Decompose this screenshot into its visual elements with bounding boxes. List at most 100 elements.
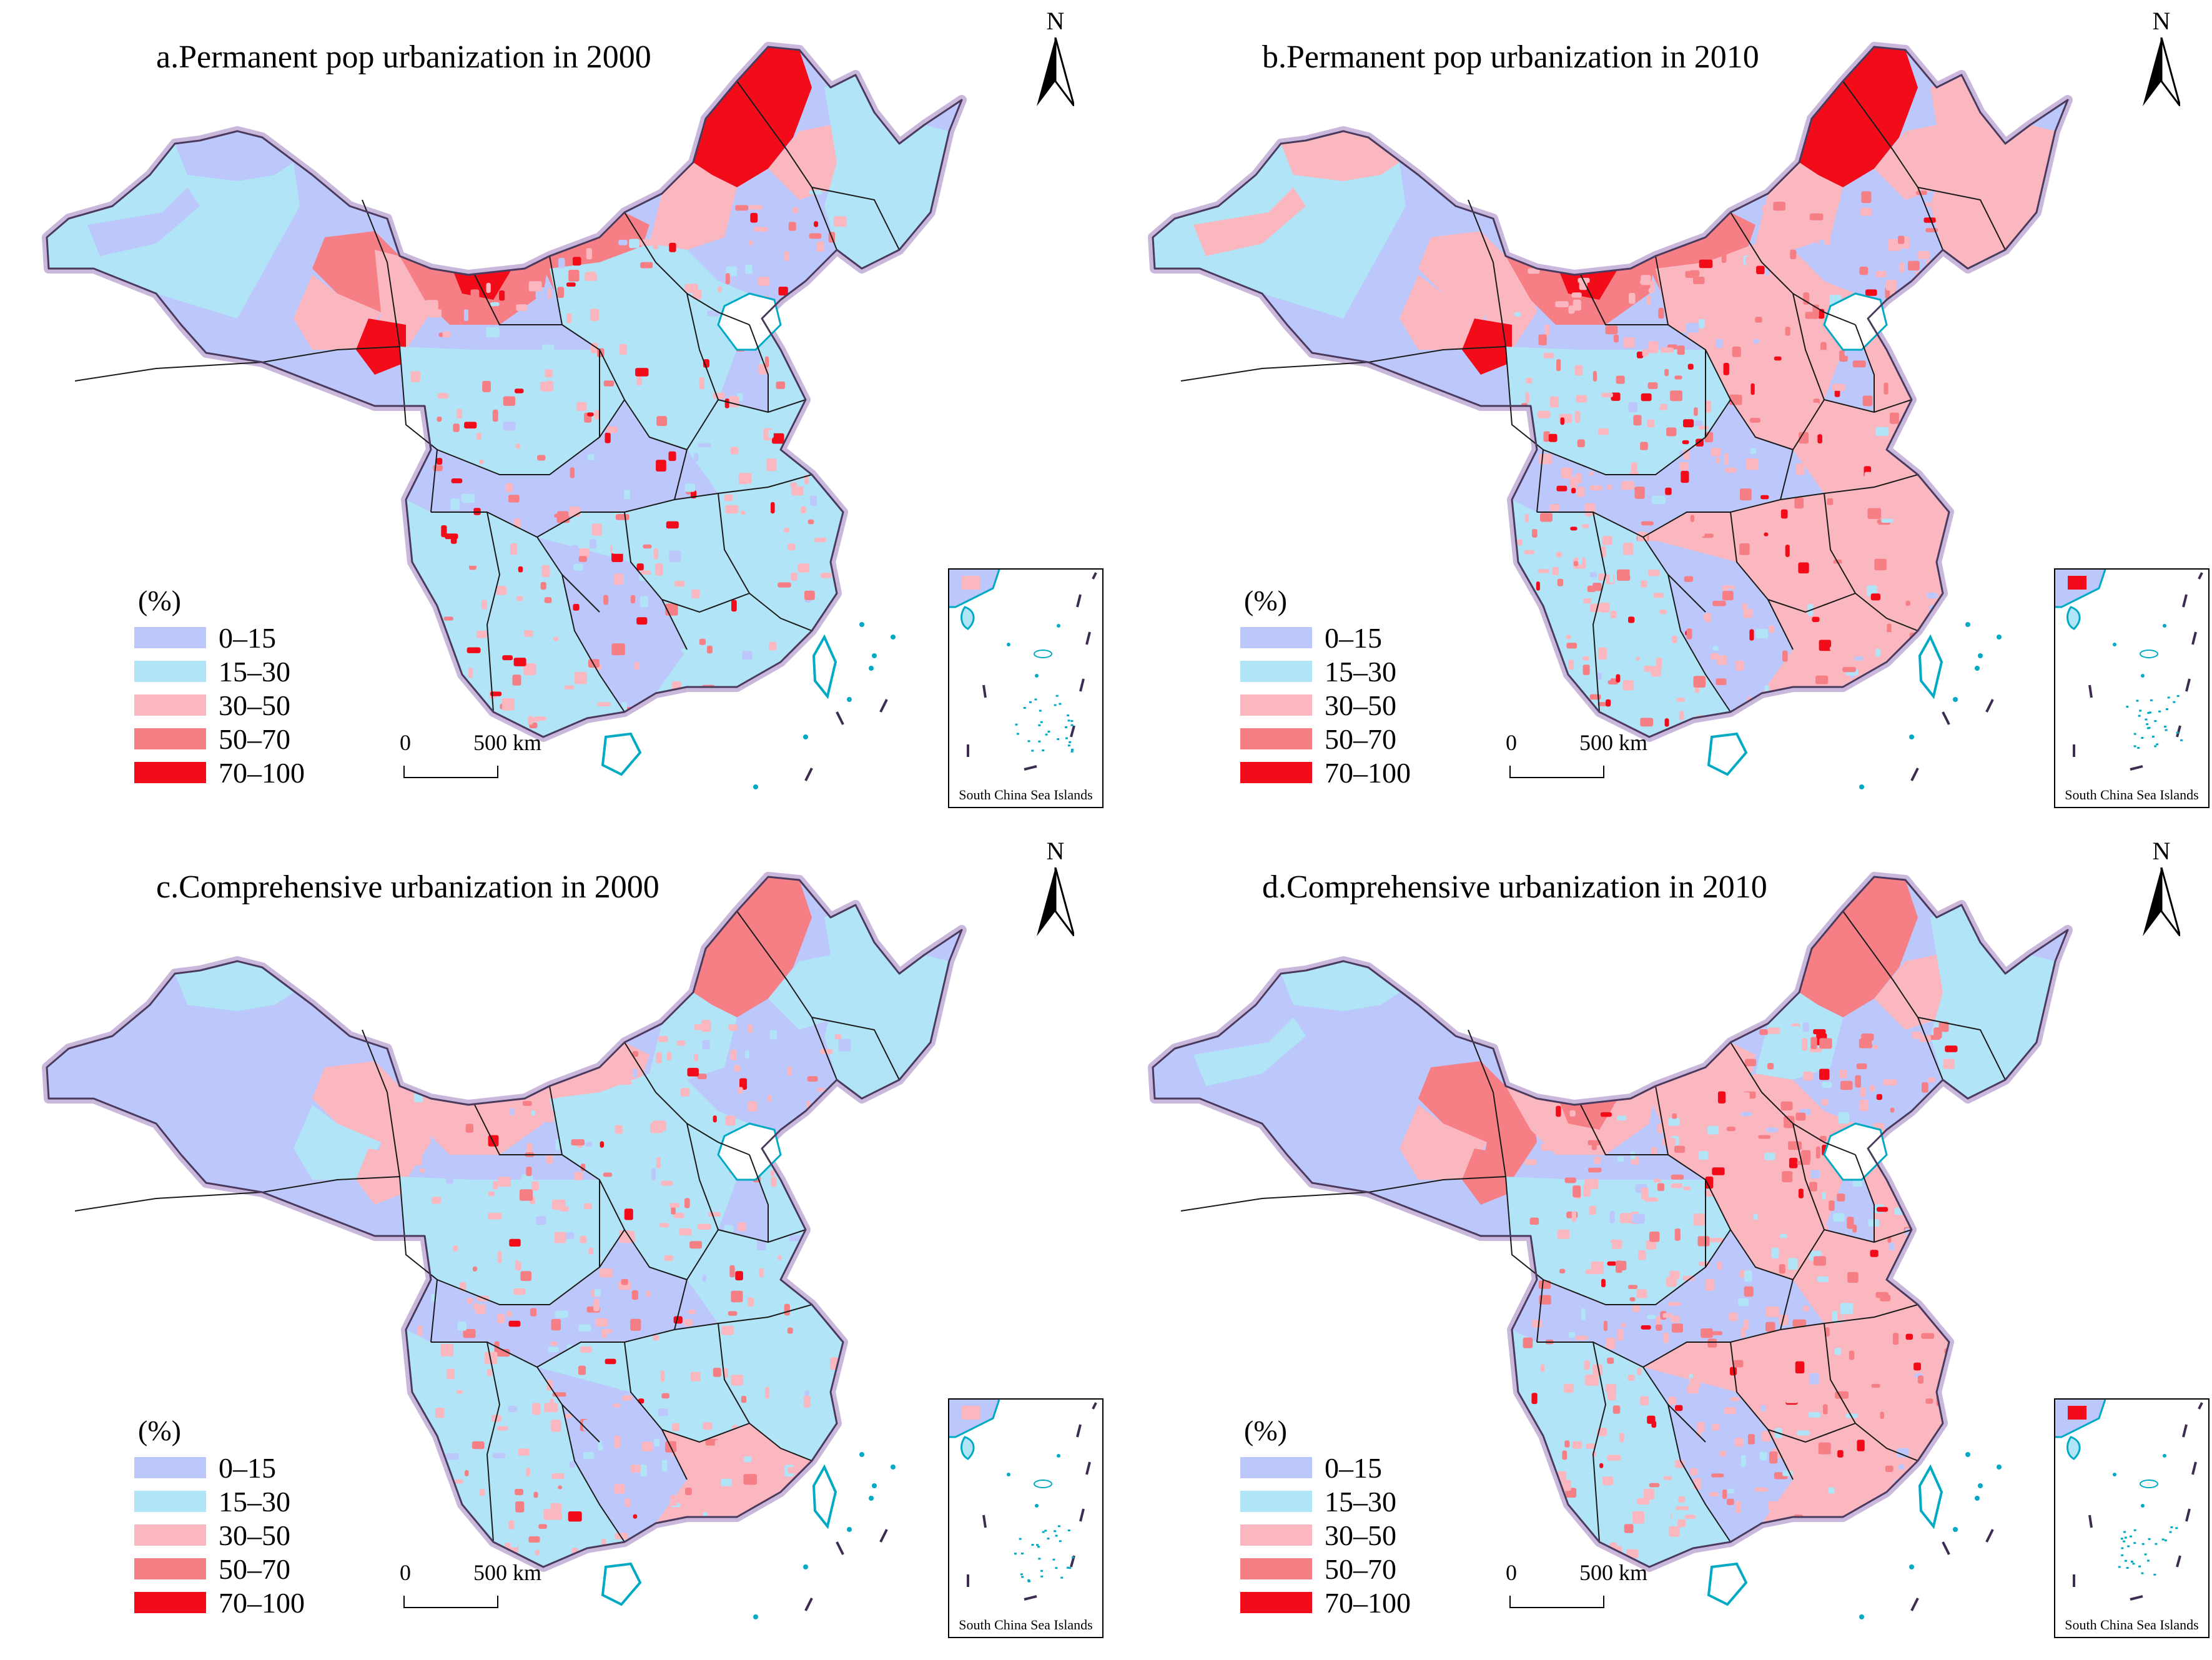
county-cell <box>1864 1490 1872 1498</box>
county-cell <box>1730 1397 1740 1401</box>
county-cell <box>1611 392 1621 401</box>
inset-land-patch <box>2068 576 2086 590</box>
county-cell <box>1890 1107 1895 1113</box>
county-cell <box>1617 1115 1627 1121</box>
county-cell <box>783 527 789 533</box>
county-cell <box>1765 268 1770 276</box>
county-cell <box>1668 1396 1677 1405</box>
inset-island <box>2140 650 2158 658</box>
county-cell <box>1592 1364 1603 1376</box>
county-cell <box>1755 430 1767 439</box>
county-cell <box>1592 371 1597 382</box>
county-cell <box>1631 462 1637 474</box>
inset-reef <box>2121 1554 2124 1556</box>
legend-row: 30–50 <box>134 688 305 722</box>
county-cell <box>493 1180 498 1190</box>
province-boundary <box>1767 1423 1856 1443</box>
panel-c: c.Comprehensive urbanization in 2000 N (… <box>0 830 1106 1660</box>
county-cell <box>1814 1384 1828 1396</box>
county-cell <box>1798 562 1809 574</box>
nine-dash-segment <box>836 1541 844 1555</box>
north-label: N <box>2152 7 2171 35</box>
region-fill <box>1643 1323 1855 1442</box>
county-cell <box>548 1346 559 1353</box>
county-cell <box>1775 1224 1785 1230</box>
county-cell <box>1840 1346 1852 1353</box>
county-cell <box>804 1390 809 1396</box>
county-cell <box>488 1135 499 1147</box>
inset-dash <box>2191 1461 2197 1475</box>
county-cell <box>1651 1147 1657 1156</box>
county-cell <box>1779 584 1790 595</box>
county-cell <box>1543 431 1550 442</box>
region-fill <box>1930 75 2055 269</box>
county-cell <box>1583 1185 1591 1197</box>
county-cell <box>1869 1085 1875 1092</box>
county-cell <box>1613 334 1619 343</box>
county-cell <box>1603 1320 1608 1331</box>
region-fill <box>1162 1192 1212 1242</box>
county-cell <box>1601 546 1606 558</box>
county-cell <box>573 257 581 266</box>
inset-reef <box>1045 733 1048 736</box>
inset-reef <box>2141 674 2145 678</box>
county-cell <box>450 1116 461 1121</box>
china-map <box>1148 872 2073 1619</box>
legend-label: 15–30 <box>1325 655 1396 688</box>
inset-coast <box>2055 570 2106 608</box>
county-cell <box>1570 477 1578 489</box>
county-cell <box>568 1511 582 1522</box>
legend-swatch <box>134 694 206 716</box>
county-cell <box>602 1080 613 1089</box>
legend-row: 50–70 <box>134 1552 305 1586</box>
inset-reef <box>2130 1561 2133 1563</box>
county-cell <box>590 539 596 549</box>
county-cell <box>544 597 552 603</box>
county-cell <box>1668 1117 1680 1126</box>
province-boundary <box>811 187 900 250</box>
county-cell <box>643 544 652 549</box>
inset-dash <box>2198 572 2203 580</box>
inset-reef <box>2170 1526 2173 1528</box>
county-cell <box>730 1049 737 1060</box>
county-cell <box>1679 711 1684 721</box>
county-cell <box>1799 261 1808 274</box>
county-cell <box>658 1035 669 1042</box>
county-cell <box>1745 1248 1759 1255</box>
inset-dash <box>2198 1402 2203 1410</box>
county-cell <box>1908 260 1920 271</box>
county-cell <box>613 573 624 585</box>
county-cell <box>518 1448 530 1456</box>
small-island <box>1965 622 1970 627</box>
county-cell <box>1666 427 1677 437</box>
county-cell <box>568 270 580 282</box>
county-cell <box>1821 1507 1832 1517</box>
county-cell <box>1738 1298 1749 1307</box>
county-cell <box>476 630 487 638</box>
county-cell <box>1649 535 1659 541</box>
county-cell <box>1617 569 1631 581</box>
county-cell <box>729 396 739 408</box>
county-cell <box>1675 1460 1685 1468</box>
inset-reef <box>1059 1540 1062 1543</box>
legend-swatch <box>1240 728 1312 749</box>
county-cell <box>1589 485 1603 491</box>
county-cell <box>1733 1360 1744 1368</box>
inset-reef <box>2144 1553 2147 1556</box>
county-cell <box>1651 495 1666 505</box>
county-cell <box>447 1368 455 1380</box>
county-cell <box>694 1024 707 1030</box>
county-cell <box>552 1199 566 1210</box>
county-cell <box>1569 1110 1576 1117</box>
inset-dash <box>1024 765 1037 771</box>
county-cell <box>1789 330 1798 335</box>
county-cell <box>735 205 749 211</box>
province-boundary <box>1855 324 1875 412</box>
county-cell <box>1694 686 1699 693</box>
county-cell <box>769 1030 778 1040</box>
small-island <box>891 1465 896 1470</box>
taiwan-outline <box>812 634 837 699</box>
county-cell <box>724 494 733 501</box>
county-cell <box>1690 1468 1698 1476</box>
province-boundary <box>736 81 837 250</box>
